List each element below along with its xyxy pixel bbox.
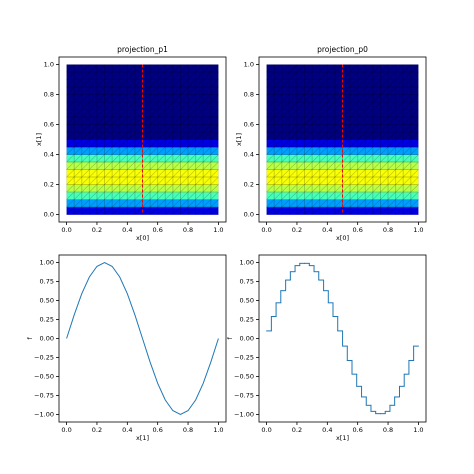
x-tick-label: 0.2: [292, 426, 302, 434]
y-tick-label: 0.6: [44, 121, 54, 129]
x-tick-label: 1.0: [213, 226, 223, 234]
x-tick-label: 0.4: [122, 426, 132, 434]
y-tick-label: 0.4: [44, 151, 54, 159]
x-tick-label: 0.0: [261, 426, 271, 434]
x-tick-label: 0.2: [292, 226, 302, 234]
x-tick-label: 0.0: [61, 426, 71, 434]
axes-frame: [58, 56, 227, 223]
y-tick-label: −1.00: [34, 410, 54, 418]
y-tick-label: 0.2: [244, 181, 254, 189]
x-tick-label: 0.2: [92, 226, 102, 234]
y-tick-label: 1.00: [240, 259, 254, 267]
x-tick-label: 1.0: [413, 426, 423, 434]
y-tick-label: 0.75: [40, 278, 54, 286]
x-tick-label: 0.2: [92, 426, 102, 434]
x-tick-label: 0.6: [153, 226, 163, 234]
x-tick-label: 0.0: [261, 226, 271, 234]
x-tick-label: 0.4: [322, 226, 332, 234]
y-tick-label: 0.00: [240, 335, 254, 343]
y-tick-label: 0.50: [40, 297, 54, 305]
x-tick-label: 0.0: [61, 226, 71, 234]
subplot: 0.0 0.2 0.4 0.6 0.8 1.0 0.0 0.2 0.4 0.6 0.8 1.0 proj…: [35, 45, 227, 242]
y-tick-label: 0.50: [240, 297, 254, 305]
y-axis-label: x[1]: [235, 133, 243, 146]
y-axis-label: f: [226, 337, 234, 340]
y-tick-label: −0.25: [234, 353, 254, 361]
y-tick-label: 0.2: [44, 181, 54, 189]
y-tick-label: 0.6: [244, 121, 254, 129]
chart-title: projection_p1: [117, 45, 168, 54]
y-tick-label: −0.75: [234, 391, 254, 399]
subplot: 0.0 0.2 0.4 0.6 0.8 1.0 −1.00 −0.75 −0.50 −0.25 0.…: [26, 254, 227, 442]
x-tick-label: 0.8: [183, 226, 193, 234]
y-tick-label: 0.8: [44, 91, 54, 99]
x-tick-label: 0.4: [322, 426, 332, 434]
y-axis-label: x[1]: [35, 133, 43, 146]
x-tick-label: 1.0: [213, 426, 223, 434]
x-tick-label: 0.6: [153, 426, 163, 434]
y-tick-label: 0.0: [244, 211, 254, 219]
x-axis-label: x[0]: [136, 234, 149, 242]
subplot: 0.0 0.2 0.4 0.6 0.8 1.0 0.0 0.2 0.4 0.6 0.8 1.0 proj…: [235, 45, 427, 242]
y-tick-label: 1.0: [244, 61, 254, 69]
line: [66, 262, 219, 415]
subplot: 0.0 0.2 0.4 0.6 0.8 1.0 −1.00 −0.75 −0.50 −0.25 0.…: [226, 254, 427, 442]
x-tick-label: 1.0: [413, 226, 423, 234]
y-tick-label: 0.0: [44, 211, 54, 219]
x-tick-label: 0.4: [122, 226, 132, 234]
y-tick-label: −0.50: [34, 372, 54, 380]
y-tick-label: −0.75: [34, 391, 54, 399]
x-tick-label: 0.6: [353, 226, 363, 234]
x-axis-label: x[1]: [336, 434, 349, 442]
y-tick-label: −0.25: [34, 353, 54, 361]
y-tick-label: 0.4: [244, 151, 254, 159]
x-tick-label: 0.8: [383, 426, 393, 434]
y-tick-label: 0.25: [240, 316, 254, 324]
y-tick-label: −1.00: [234, 410, 254, 418]
chart-title: projection_p0: [317, 45, 368, 54]
y-tick-label: 1.0: [44, 61, 54, 69]
y-axis-label: f: [26, 337, 34, 340]
y-tick-label: −0.50: [234, 372, 254, 380]
y-tick-label: 1.00: [40, 259, 54, 267]
y-tick-label: 0.75: [240, 278, 254, 286]
x-tick-label: 0.8: [183, 426, 193, 434]
x-tick-label: 0.8: [383, 226, 393, 234]
y-tick-label: 0.25: [40, 316, 54, 324]
y-tick-label: 0.8: [244, 91, 254, 99]
x-tick-label: 0.6: [353, 426, 363, 434]
axes-frame: [258, 56, 427, 223]
x-axis-label: x[0]: [336, 234, 349, 242]
x-axis-label: x[1]: [136, 434, 149, 442]
y-tick-label: 0.00: [40, 335, 54, 343]
